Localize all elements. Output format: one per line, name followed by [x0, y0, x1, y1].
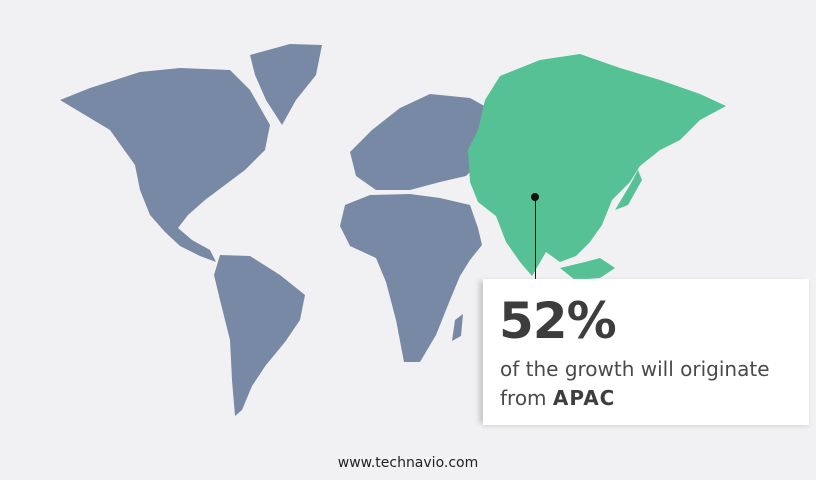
europe [350, 94, 488, 190]
japan [615, 170, 642, 210]
south-america [214, 255, 305, 416]
growth-percentage: 52% [499, 292, 617, 350]
africa-middle-east [340, 194, 482, 362]
website-footer: www.technavio.com [337, 455, 479, 471]
asia-pacific [468, 54, 726, 276]
region-name: APAC [552, 386, 616, 410]
stat-prefix: from [500, 386, 547, 410]
north-america [60, 68, 270, 262]
stat-card: 52% of the growth will originate from AP… [483, 279, 809, 425]
leader-line [535, 197, 536, 279]
greenland [250, 44, 322, 125]
stat-region-line: from APAC [500, 385, 615, 411]
madagascar [452, 314, 463, 341]
apac-marker-dot [531, 193, 539, 201]
southeast-asia-islands [560, 258, 615, 280]
stat-description: of the growth will originate [500, 357, 770, 381]
